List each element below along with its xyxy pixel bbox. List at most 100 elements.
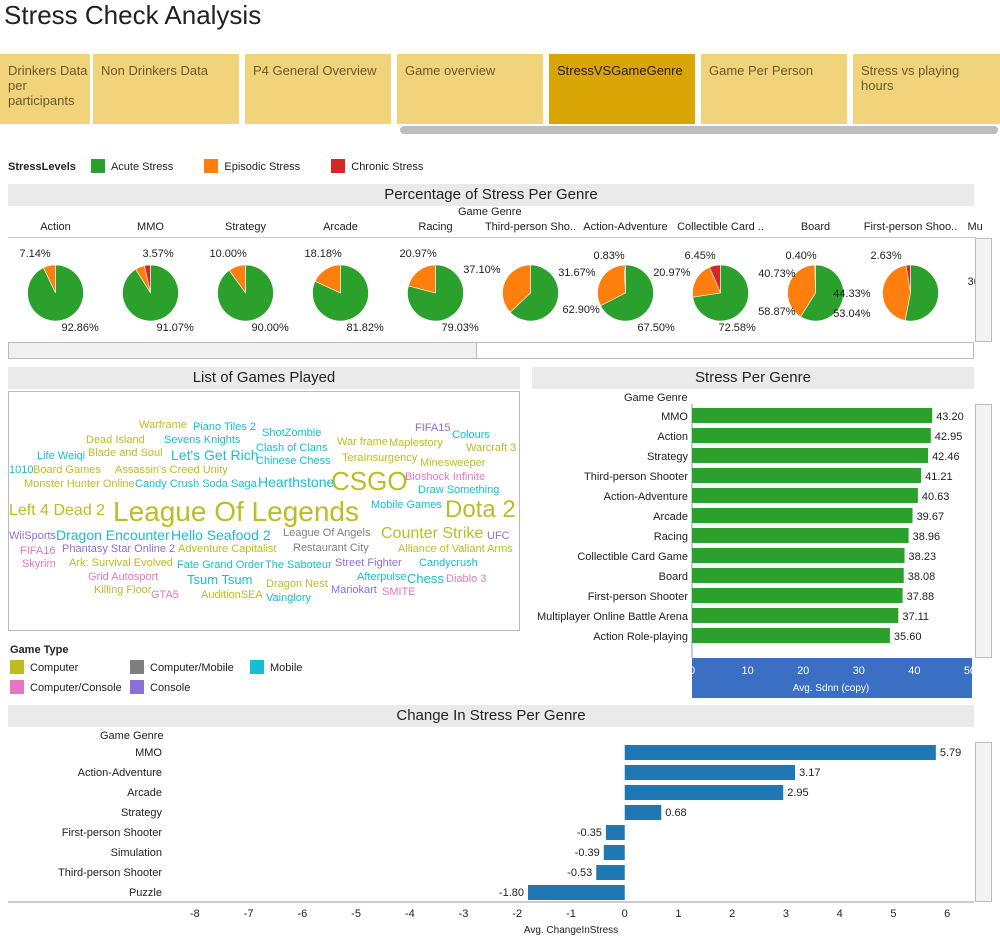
legend-item-computer[interactable]: Computer — [10, 660, 78, 674]
word-cloud-game[interactable]: Candycrush — [419, 557, 478, 569]
word-cloud-game[interactable]: Bioshock Infinite — [405, 471, 486, 483]
word-cloud-game[interactable]: Maplestory — [389, 437, 443, 449]
pie-scrollbar-thumb[interactable] — [9, 343, 477, 358]
word-cloud-game[interactable]: Minesweeper — [420, 457, 486, 469]
word-cloud-game[interactable]: WiiSports — [9, 530, 57, 542]
word-cloud-game[interactable]: Piano Tiles 2 — [193, 421, 256, 433]
change-chart-scrollbar[interactable] — [975, 742, 992, 902]
tab-non-drinkers-data[interactable]: Non Drinkers Data — [93, 54, 239, 124]
bar-tick-label: 50 — [964, 665, 975, 677]
change-axis-label: Avg. ChangeInStress — [524, 925, 618, 936]
word-cloud-game[interactable]: Afterpulse — [357, 571, 407, 583]
word-cloud-game[interactable]: AuditionSEA — [201, 589, 263, 601]
games-list-header: List of Games Played — [8, 367, 520, 389]
word-cloud-game[interactable]: Alliance of Valiant Arms — [398, 543, 513, 555]
word-cloud-game[interactable]: GTA5 — [151, 589, 179, 601]
bar-axis-band — [692, 658, 972, 698]
pie-genre-label: MMO — [137, 221, 164, 233]
word-cloud-game[interactable]: Left 4 Dead 2 — [9, 502, 106, 519]
word-cloud-game[interactable]: Hearthstone — [258, 474, 335, 490]
pie-slice-acute — [407, 264, 464, 322]
word-cloud-game[interactable]: Vainglory — [266, 592, 312, 604]
word-cloud-game[interactable]: Restaurant City — [293, 542, 369, 554]
bar-axis-label: Avg. Sdnn (copy) — [793, 683, 870, 694]
word-cloud-game[interactable]: CSGO — [331, 466, 408, 496]
pie-value-label: 20.97% — [653, 267, 691, 279]
word-cloud-game[interactable]: War frame — [337, 436, 388, 448]
word-cloud-game[interactable]: Dead Island — [86, 434, 145, 446]
word-cloud-game[interactable]: Sevens Knights — [164, 434, 241, 446]
word-cloud-game[interactable]: Monster Hunter Online — [24, 478, 135, 490]
word-cloud-game[interactable]: Fate Grand Order — [177, 559, 264, 571]
word-cloud-game[interactable]: Diablo 3 — [446, 573, 487, 585]
legend-label-computer: Computer — [30, 662, 79, 674]
legend-item-computer-console[interactable]: Computer/Console — [10, 680, 122, 694]
word-cloud-game[interactable]: Life Weiqi — [37, 450, 86, 462]
word-cloud-game[interactable]: Assassin's Creed Unity — [115, 464, 228, 476]
pie-value-label: 91.07% — [157, 322, 195, 334]
word-cloud-game[interactable]: UFC — [487, 530, 510, 542]
word-cloud-game[interactable]: Chinese Chess — [256, 455, 331, 467]
word-cloud-game[interactable]: Blade and Soul — [88, 447, 163, 459]
tab-game-per-person[interactable]: Game Per Person — [701, 54, 847, 124]
word-cloud-game[interactable]: Adventure Capitalist — [178, 543, 277, 555]
word-cloud-game[interactable]: Skyrim — [22, 558, 56, 570]
pie-horizontal-scrollbar[interactable] — [8, 342, 974, 359]
word-cloud-game[interactable]: Candy Crush Soda Saga — [135, 478, 257, 490]
word-cloud-game[interactable]: SMITE — [382, 586, 416, 598]
word-cloud-game[interactable]: The Saboteur — [265, 559, 332, 571]
legend-item-console[interactable]: Console — [130, 680, 190, 694]
word-cloud-game[interactable]: Killing Floor — [94, 584, 152, 596]
word-cloud-game[interactable]: Dragon Encounter — [56, 527, 170, 543]
word-cloud-game[interactable]: Chess — [407, 571, 444, 586]
word-cloud-game[interactable]: League Of Legends — [113, 496, 359, 527]
word-cloud-game[interactable]: Hello Seafood 2 — [171, 527, 271, 543]
word-cloud-game[interactable]: Clash of Clans — [256, 442, 328, 454]
word-cloud-game[interactable]: 1010 — [9, 464, 34, 476]
legend-item-chronic[interactable]: Chronic Stress — [331, 159, 423, 173]
word-cloud-game[interactable]: Street Fighter — [335, 557, 402, 569]
tab-stress-vs-playing-hours[interactable]: Stress vs playing hours — [853, 54, 1000, 124]
word-cloud-game[interactable]: Let's Get Rich — [171, 447, 259, 463]
change-bar — [528, 885, 625, 900]
legend-item-mobile[interactable]: Mobile — [250, 660, 302, 674]
word-cloud-game[interactable]: Warframe — [139, 419, 187, 431]
pie-value-label: 18.18% — [305, 248, 343, 260]
bar-category-label: Action — [657, 431, 688, 443]
word-cloud-game[interactable]: Board Games — [33, 464, 101, 476]
bar-tick-label: 30 — [853, 665, 865, 677]
legend-item-computer-mobile[interactable]: Computer/Mobile — [130, 660, 234, 674]
stress-chart-scrollbar[interactable] — [975, 404, 992, 658]
word-cloud-game[interactable]: Dota 2 — [445, 496, 516, 523]
tab-game-overview[interactable]: Game overview — [397, 54, 543, 124]
tab-p4-general-overview[interactable]: P4 General Overview — [245, 54, 391, 124]
word-cloud-game[interactable]: League Of Angels — [283, 527, 371, 539]
word-cloud-game[interactable]: Dragon Nest — [266, 578, 328, 590]
word-cloud-game[interactable]: Ark: Survival Evolved — [69, 557, 173, 569]
legend-item-episodic[interactable]: Episodic Stress — [204, 159, 300, 173]
word-cloud-game[interactable]: Tsum Tsum — [187, 572, 253, 587]
word-cloud-game[interactable]: Warcraft 3 — [466, 442, 517, 454]
word-cloud-game[interactable]: Phantasy Star Online 2 — [62, 543, 176, 555]
word-cloud-game[interactable]: Draw Something — [418, 484, 500, 496]
tabs-scrollbar[interactable] — [400, 126, 998, 134]
word-cloud-game[interactable]: FIFA15 — [415, 422, 451, 434]
tab-drinkers-data[interactable]: Drinkers Data per participants — [0, 54, 90, 124]
word-cloud-game[interactable]: ShotZombie — [262, 427, 322, 439]
word-cloud-game[interactable]: TeraInsurgency — [342, 452, 418, 464]
word-cloud-game[interactable]: Counter Strike — [381, 525, 484, 542]
pie-genre-label: Board — [800, 221, 831, 233]
pie-value-label: 20.97% — [400, 248, 438, 260]
tab-stress-vs-game-genre[interactable]: StressVSGameGenre — [549, 54, 695, 124]
word-cloud-game[interactable]: Colours — [452, 429, 490, 441]
word-cloud-game[interactable]: Grid Autosport — [88, 571, 159, 583]
legend-item-acute[interactable]: Acute Stress — [90, 159, 173, 173]
word-cloud-game[interactable]: FIFA16 — [20, 545, 56, 557]
pie-vertical-scrollbar[interactable] — [975, 238, 992, 342]
bar-value-label: 35.60 — [894, 631, 922, 643]
bar — [692, 608, 899, 623]
legend-swatch-computer — [10, 660, 24, 674]
word-cloud-game[interactable]: Mariokart — [331, 584, 377, 596]
word-cloud-game[interactable]: Mobile Games — [371, 499, 442, 511]
change-tick-label: -4 — [405, 908, 415, 920]
